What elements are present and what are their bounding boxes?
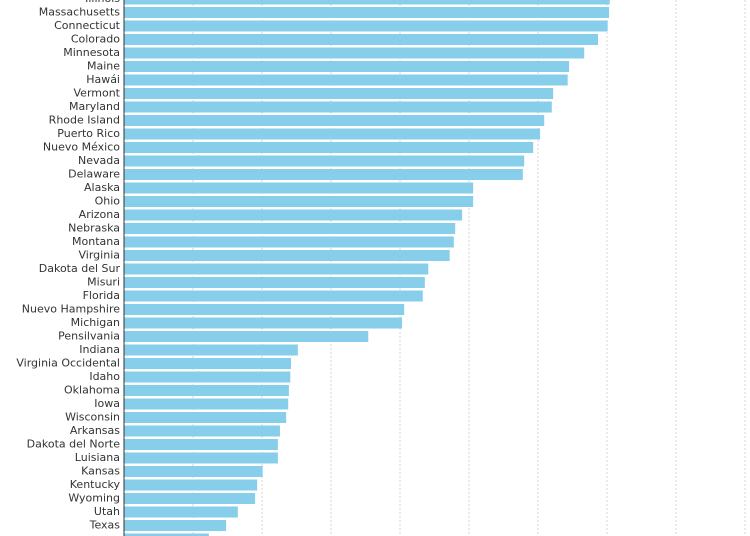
y-tick-label: Rhode Island (49, 114, 120, 127)
bar (124, 317, 403, 329)
bar (124, 20, 608, 32)
y-tick-label: Indiana (79, 343, 120, 356)
bar (124, 34, 599, 45)
bar (124, 479, 258, 491)
y-tick-label: Oklahoma (64, 384, 120, 397)
y-tick-label: Maryland (69, 100, 120, 113)
bar (124, 155, 525, 167)
y-tick-label: Misuri (87, 276, 120, 289)
y-tick-label: Florida (83, 289, 120, 302)
bar (124, 277, 425, 288)
y-tick-label: Virginia Occidental (16, 357, 120, 370)
y-tick-label: Wyoming (68, 492, 120, 505)
bar (124, 385, 289, 396)
y-tick-label: Connecticut (54, 19, 121, 32)
bar (124, 412, 287, 423)
bar (124, 425, 280, 437)
bar (124, 290, 423, 302)
bar (124, 169, 523, 180)
y-tick-label: Arkansas (70, 424, 120, 437)
bar (124, 61, 570, 72)
y-tick-label: Dakota del Norte (27, 438, 121, 451)
bar (124, 520, 227, 531)
bar (124, 7, 610, 18)
y-tick-label: Idaho (89, 370, 120, 383)
y-tick-label: Utah (94, 505, 120, 518)
y-tick-label: Nuevo México (43, 141, 120, 154)
y-tick-label: Kansas (81, 465, 120, 478)
bar (124, 398, 289, 410)
y-tick-label: Massachusetts (39, 6, 121, 19)
y-tick-label: Vermont (74, 87, 121, 100)
y-tick-label: Virginia (79, 249, 120, 262)
bar (124, 142, 534, 153)
y-tick-label: Texas (89, 519, 121, 532)
bar (124, 466, 263, 477)
y-tick-label: Illinois (85, 0, 120, 5)
y-tick-label: Nuevo Hampshire (22, 303, 120, 316)
bar (124, 493, 256, 504)
y-tick-label: Iowa (94, 397, 120, 410)
bar (124, 115, 545, 126)
y-tick-label: Maine (87, 60, 120, 73)
y-tick-label: Alaska (84, 181, 120, 194)
y-tick-label: Minnesota (63, 46, 120, 59)
bar (124, 358, 291, 369)
y-tick-label: Puerto Rico (57, 127, 120, 140)
bar (124, 533, 209, 536)
y-tick-label: Delaware (68, 168, 120, 181)
y-tick-label: Luisiana (75, 451, 120, 464)
bar (124, 331, 369, 342)
bar (124, 304, 405, 315)
y-tick-label: Colorado (71, 33, 120, 46)
bar (124, 101, 552, 113)
y-tick-label: Kentucky (70, 478, 121, 491)
y-tick-label: Dakota del Sur (39, 262, 121, 275)
y-tick-label: Pensilvania (58, 330, 120, 343)
y-tick-label: Montana (72, 235, 120, 248)
y-tick-label: Nevada (78, 154, 120, 167)
y-tick-label: Wisconsin (65, 411, 120, 424)
bar (124, 0, 610, 5)
bar (124, 236, 454, 248)
bar (124, 209, 463, 221)
bar (124, 250, 450, 261)
y-tick-label: Arizona (79, 208, 120, 221)
bar (124, 371, 291, 383)
bar (124, 182, 474, 194)
bar (124, 344, 298, 356)
y-tick-label: Hawái (86, 73, 120, 86)
bar (124, 47, 585, 59)
bar (124, 74, 568, 86)
bar (124, 452, 278, 464)
y-tick-label: Michigan (71, 316, 120, 329)
bar (124, 223, 456, 234)
bar (124, 263, 429, 275)
bar (124, 506, 238, 518)
y-tick-label: Nebraska (68, 222, 120, 235)
bar (124, 196, 474, 207)
bar (124, 88, 554, 99)
bar (124, 439, 278, 450)
bar (124, 128, 541, 140)
y-tick-label: Ohio (95, 195, 121, 208)
